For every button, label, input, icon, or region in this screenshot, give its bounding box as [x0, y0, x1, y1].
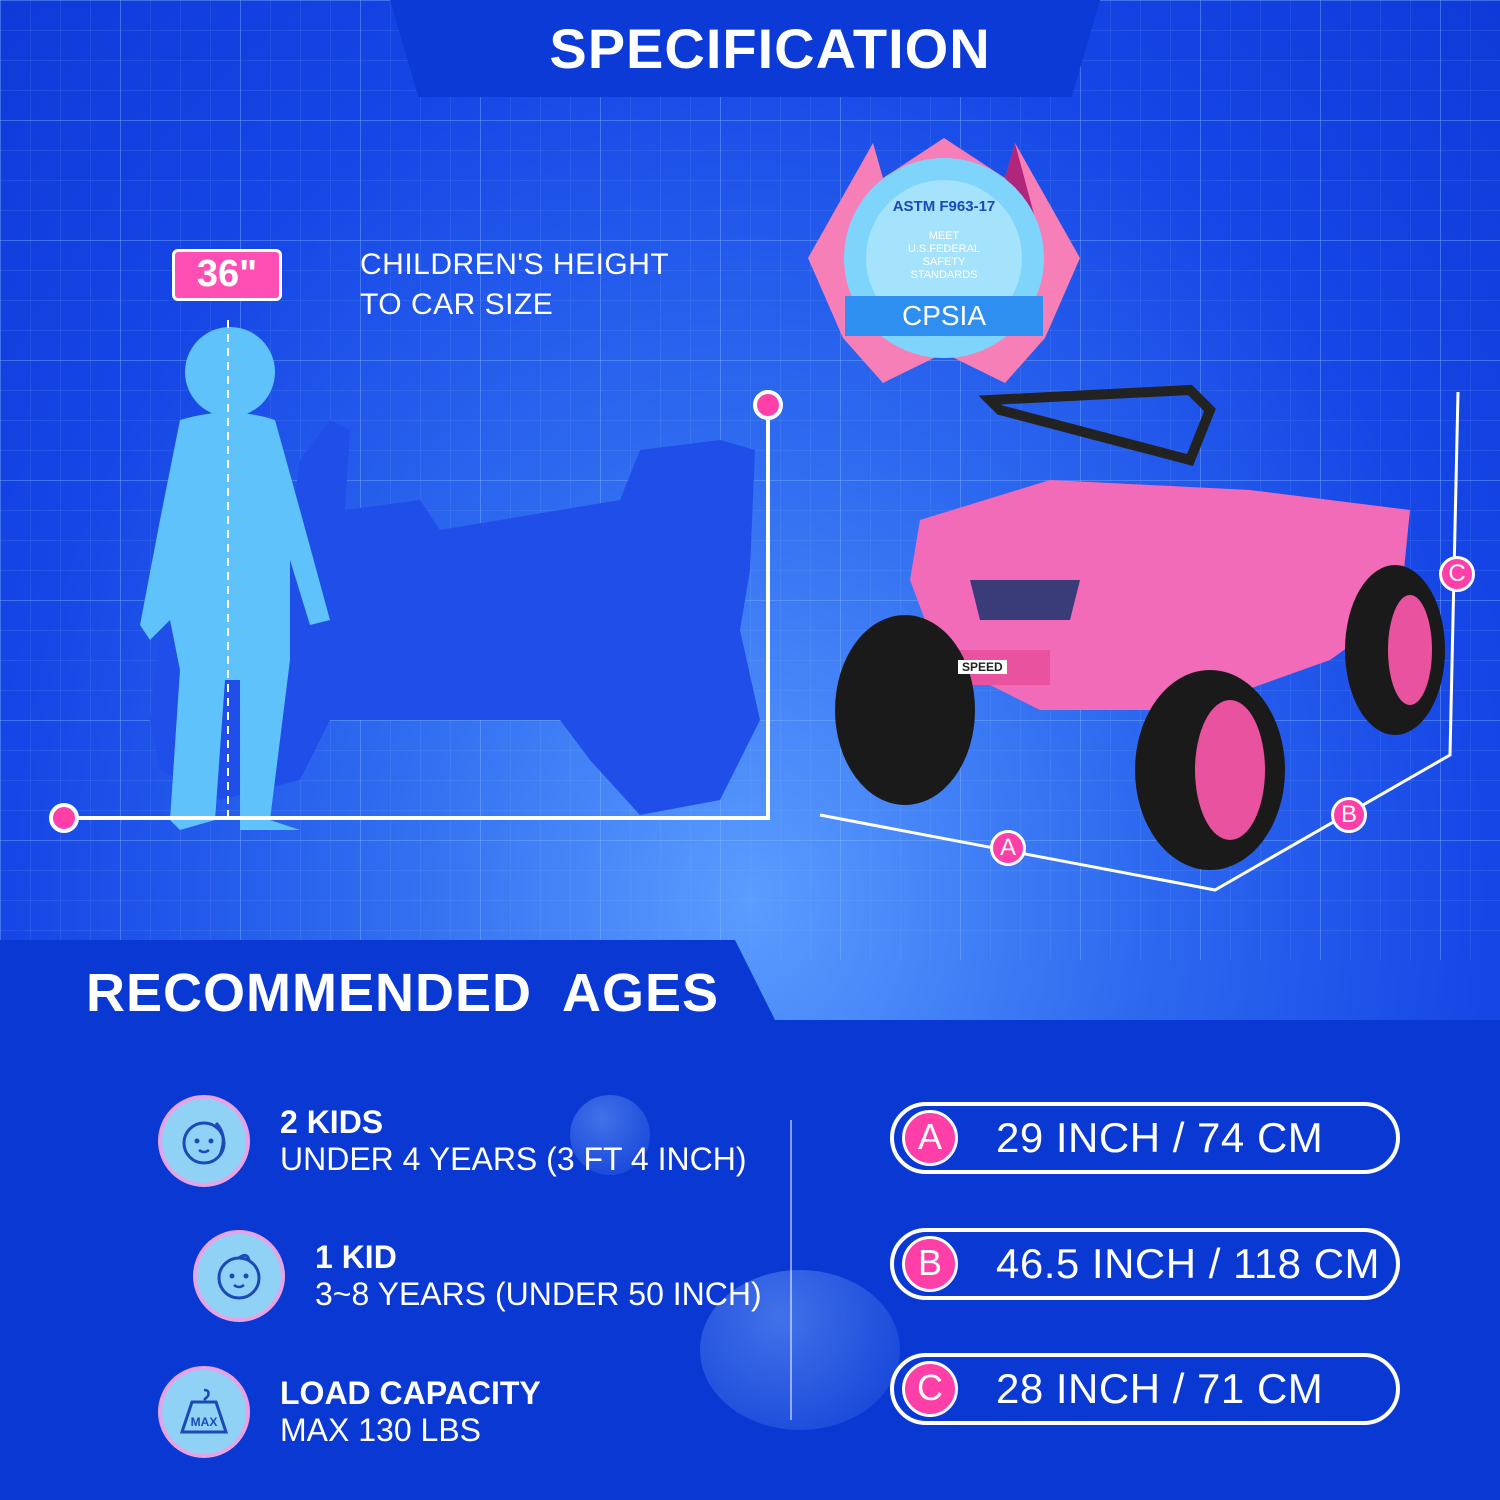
header-tab: [390, 0, 1100, 97]
dimension-value: 28 INCH / 71 CM: [996, 1365, 1324, 1412]
star-badge-icon: [808, 138, 1080, 383]
dimension-value: 29 INCH / 74 CM: [996, 1114, 1324, 1161]
dimension-marker-a: A: [990, 830, 1026, 866]
dimension-letter: A: [902, 1110, 958, 1166]
decorative-bubble: [700, 1270, 900, 1430]
badge-line: SAFETY: [922, 256, 966, 268]
height-label-line: CHILDREN'S HEIGHT: [360, 248, 670, 281]
height-label: CHILDREN'S HEIGHT TO CAR SIZE: [360, 245, 669, 325]
dimension-marker-c: C: [1439, 556, 1475, 592]
page-title: SPECIFICATION: [549, 17, 991, 80]
dimension-pill-c: C 28 INCH / 71 CM: [890, 1353, 1400, 1425]
badge-line: STANDARDS: [910, 269, 978, 281]
recommended-title: RECOMMENDED AGES: [86, 963, 720, 1023]
divider: [790, 1120, 792, 1420]
speed-plate: SPEED: [958, 660, 1007, 674]
pink-utv-car-image: [819, 384, 1460, 892]
badge-top-text: ASTM F963-17: [892, 198, 996, 215]
weight-max-icon: MAX: [158, 1366, 250, 1458]
child-silhouette: [140, 327, 330, 830]
age-item-subtitle: 3~8 YEARS (UNDER 50 INCH): [315, 1276, 762, 1312]
age-item-title: 1 KID: [315, 1239, 397, 1275]
cpsia-badge: ASTM F963-17 MEET U.S.FEDERAL SAFETY STA…: [805, 138, 1083, 383]
height-badge: 36": [172, 249, 282, 301]
kids-face-icon: [158, 1095, 250, 1187]
height-marker-dot: [49, 803, 79, 833]
age-item-title: 2 KIDS: [280, 1104, 384, 1140]
dimension-letter: C: [902, 1361, 958, 1417]
age-item: MAX LOAD CAPACITY MAX 130 LBS: [158, 1366, 541, 1458]
badge-ribbon: CPSIA: [901, 300, 987, 331]
height-marker-dot: [753, 390, 783, 420]
age-item-title: LOAD CAPACITY: [280, 1375, 541, 1411]
age-item: 2 KIDS UNDER 4 YEARS (3 FT 4 INCH): [158, 1095, 746, 1187]
age-item-subtitle: MAX 130 LBS: [280, 1412, 481, 1448]
badge-text: MEET U.S.FEDERAL SAFETY STANDARDS: [805, 230, 1083, 282]
badge-line: MEET: [928, 230, 960, 242]
badge-line: U.S.FEDERAL: [907, 243, 981, 255]
dimension-value: 46.5 INCH / 118 CM: [996, 1240, 1381, 1287]
age-item: 1 KID 3~8 YEARS (UNDER 50 INCH): [193, 1230, 762, 1322]
dimension-pill-a: A 29 INCH / 74 CM: [890, 1102, 1400, 1174]
weight-icon-text: MAX: [190, 1415, 218, 1429]
age-item-subtitle: UNDER 4 YEARS (3 FT 4 INCH): [280, 1141, 747, 1177]
dimension-marker-b: B: [1331, 797, 1367, 833]
kid-face-icon: [193, 1230, 285, 1322]
car-silhouette: [150, 420, 760, 815]
height-label-line: TO CAR SIZE: [360, 288, 554, 321]
decorative-bubble: [570, 1095, 650, 1175]
dimension-letter: B: [902, 1236, 958, 1292]
size-comparison-graphic: [64, 320, 770, 830]
dimension-pill-b: B 46.5 INCH / 118 CM: [890, 1228, 1400, 1300]
